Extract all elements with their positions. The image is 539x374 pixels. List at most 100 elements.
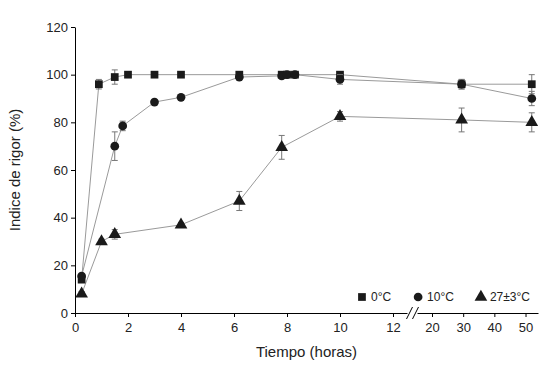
x-tick: 2 [125,313,132,335]
y-tick-label: 100 [46,67,68,82]
data-point [175,217,188,228]
data-point [291,71,299,79]
x-tick-label: 10 [333,320,347,335]
x-tick-mark [526,313,527,317]
y-tick: 120 [46,20,75,35]
data-point [177,71,185,79]
series-markers [77,70,536,280]
y-tick: 20 [54,258,75,273]
x-tick: 0 [72,313,79,335]
x-tick-label: 6 [231,320,238,335]
x-tick: 20 [425,313,439,335]
data-point [455,113,468,124]
y-tick-mark [71,27,75,28]
x-tick-label: 8 [284,320,291,335]
data-point [458,80,466,88]
x-tick-mark [340,313,341,317]
data-point [528,80,536,88]
x-tick: 12 [386,313,400,335]
legend: 0°C10°C27±3°C [358,290,530,305]
error-bar-cap [529,91,535,92]
data-point [525,115,538,126]
error-bar-cap [337,74,343,75]
data-point [283,71,291,79]
legend-marker [358,293,366,301]
error-bar [529,75,535,94]
data-point [283,70,292,79]
error-bar-cap [337,84,343,85]
data-point [108,227,121,238]
error-bar-cap [112,84,118,85]
y-tick-mark [71,313,75,314]
y-tick-mark [71,170,75,171]
data-point [336,75,345,84]
axis-break [407,307,419,319]
error-bar-cap [337,121,343,122]
error-bar-cap [529,112,535,113]
error-bar-cap [279,159,285,160]
error-bar-cap [120,121,126,122]
x-tick-mark [393,313,394,317]
y-axis-title: Indice de rigor (%) [6,109,23,232]
y-tick-label: 120 [46,20,68,35]
data-point [95,80,103,88]
x-tick-mark [432,313,433,317]
plot-area [75,70,538,298]
data-point [110,142,119,151]
error-bar-cap [459,131,465,132]
data-point [95,234,108,245]
x-tick-mark [75,313,76,317]
x-tick-label: 12 [386,320,400,335]
series-markers [78,70,536,284]
error-bar-cap [120,130,126,131]
legend-item: 27±3°C [475,290,531,305]
y-tick-mark [71,122,75,123]
data-point [457,80,466,89]
data-point [235,73,244,82]
y-tick-label: 40 [54,210,68,225]
error-bar-cap [459,88,465,89]
error-bar-cap [112,69,118,70]
error-bar-cap [529,74,535,75]
error-bar-cap [459,108,465,109]
y-tick: 40 [54,210,75,225]
data-point [291,70,300,79]
y-tick-label: 80 [54,115,68,130]
x-tick-mark [287,313,288,317]
series-line [82,75,532,280]
y-tick-mark [71,265,75,266]
data-point [77,272,86,281]
x-tick-mark [494,313,495,317]
x-tick-label: 50 [519,320,533,335]
y-tick: 60 [54,163,75,178]
y-tick: 0 [61,306,75,321]
x-tick-label: 0 [72,320,79,335]
x-tick: 50 [519,313,533,335]
error-bar-cap [96,79,102,80]
break-slash [407,307,413,319]
error-bar-cap [459,88,465,89]
x-tick: 40 [488,313,502,335]
x-axis: 02468101220304050 [72,313,539,335]
x-tick: 8 [284,313,291,335]
data-point [151,71,159,79]
x-tick-label: 20 [425,320,439,335]
series-line [82,116,532,294]
error-bar-cap [279,135,285,136]
chart: 02468101220304050020406080100120Tiempo (… [0,0,539,374]
y-tick-mark [71,218,75,219]
error-bar-cap [236,210,242,211]
error-bar-cap [112,160,118,161]
error-bar-cap [112,131,118,132]
y-tick-label: 60 [54,163,68,178]
error-bar-cap [529,105,535,106]
x-tick-label: 4 [178,320,185,335]
data-point [124,71,132,79]
data-point [177,93,186,102]
y-tick-label: 0 [61,306,68,321]
data-point [150,98,159,107]
error-bar-cap [459,79,465,80]
error-bar [96,79,102,89]
legend-label: 10°C [427,290,454,304]
x-tick: 6 [231,313,238,335]
